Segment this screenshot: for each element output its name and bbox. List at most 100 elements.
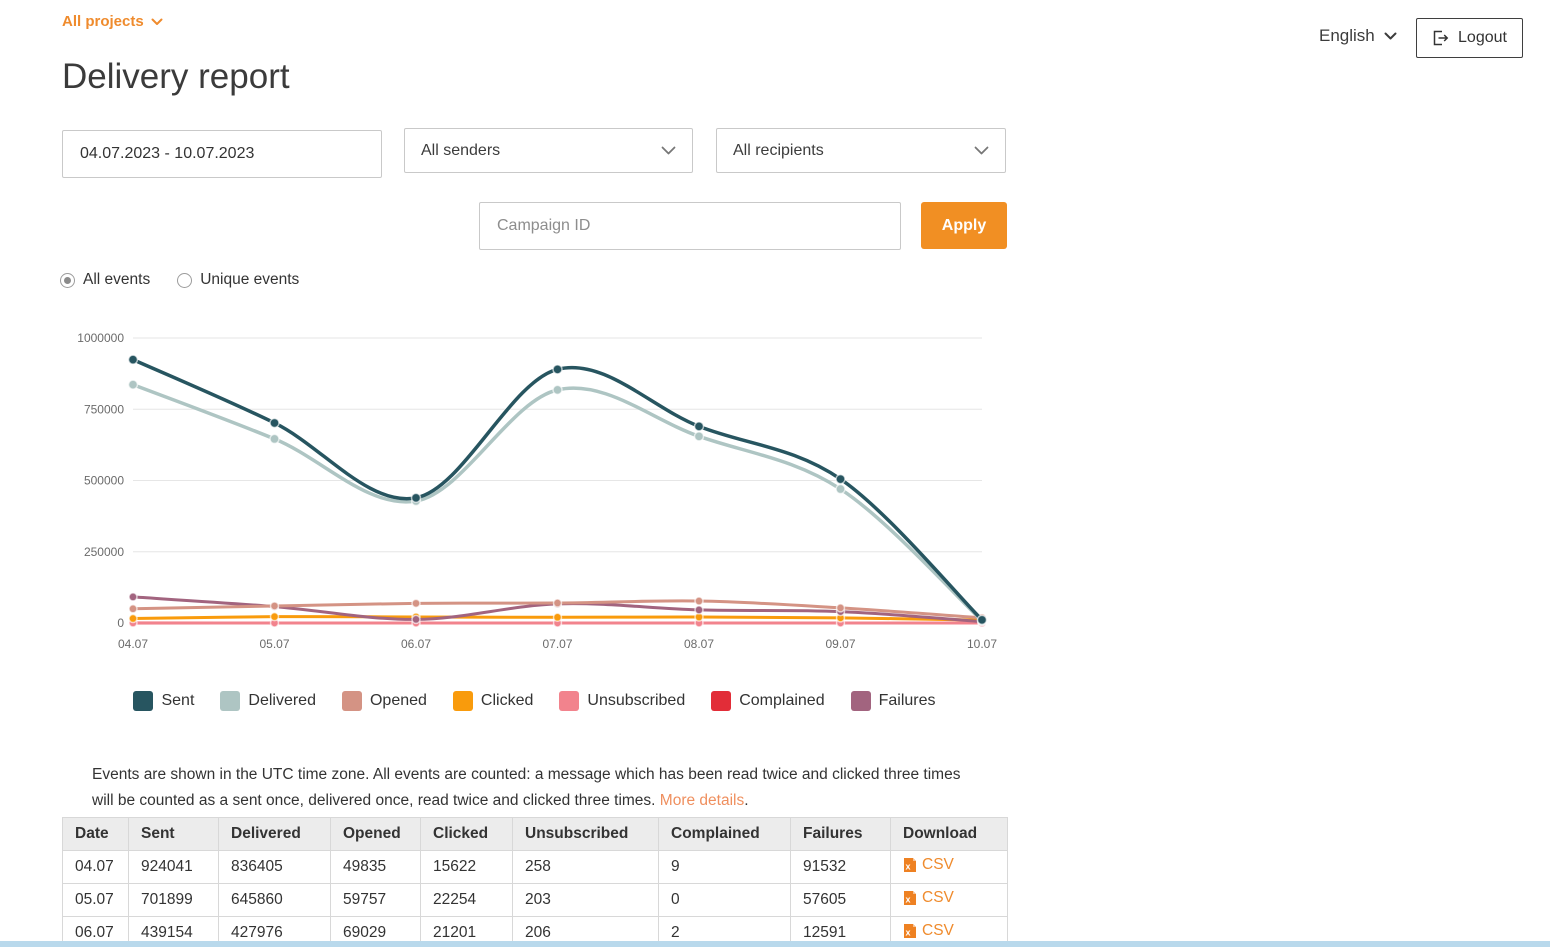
apply-button[interactable]: Apply [921,202,1007,249]
y-axis-tick-label: 0 [117,616,124,630]
chevron-down-icon [661,146,676,154]
logout-button[interactable]: Logout [1416,18,1523,58]
data-point-failures [128,592,138,602]
column-header-date: Date [62,817,129,851]
legend-item-clicked: Clicked [452,691,534,711]
legend-item-sent: Sent [133,691,194,711]
csv-download-link[interactable]: x CSV [903,922,954,940]
data-point-delivered [552,384,563,396]
campaign-id-input[interactable] [479,202,901,250]
table-cell-download: x CSV [890,850,1008,884]
legend-label: Failures [878,692,936,709]
data-point-opened [835,603,846,613]
legend-label: Delivered [248,692,316,709]
more-details-link[interactable]: More details [659,791,745,809]
csv-link-label: CSV [922,889,954,906]
csv-download-link[interactable]: x CSV [903,889,954,907]
series-line-sent [131,357,984,622]
radio-circle[interactable] [177,272,193,288]
table-row: 05.07 701899 645860 59757 22254 203 0 57605 x CSV [62,883,1008,917]
bottom-edge-strip [0,941,1550,947]
legend-label: Clicked [480,692,534,709]
report-table-head: Date Sent Delivered Opened Clicked Unsubscrib… [62,817,1008,851]
data-point-opened [128,604,138,614]
logout-icon [1433,30,1449,46]
events-note: Events are shown in the UTC time zone. A… [92,762,980,814]
column-header-complained: Complained [658,817,791,851]
senders-select[interactable]: All senders [404,128,693,173]
data-point-delivered [269,433,280,445]
data-point-clicked [552,612,563,623]
report-table: Date Sent Delivered Opened Clicked Unsubscrib… [62,817,1008,947]
legend-item-opened: Opened [341,691,427,711]
legend-label: Unsubscribed [587,692,686,709]
data-point-sent [127,354,139,365]
table-cell: 0 [658,883,791,917]
csv-download-link[interactable]: x CSV [903,856,954,874]
table-cell: 91532 [790,850,891,884]
language-label: English [1319,26,1375,45]
date-range-input[interactable] [62,130,382,178]
legend-swatch [220,691,241,711]
data-point-opened [269,601,280,611]
column-header-download: Download [890,817,1008,851]
event-type-radiogroup: All events Unique events [60,271,299,289]
column-header-opened: Opened [330,817,421,851]
column-header-sent: Sent [128,817,219,851]
data-point-sent [269,417,280,429]
column-header-delivered: Delivered [218,817,331,851]
table-cell: 924041 [128,850,219,884]
data-point-clicked [269,611,280,622]
data-point-sent [835,473,846,485]
table-cell: 258 [512,850,659,884]
table-cell: 04.07 [62,850,129,884]
data-point-delivered [693,431,705,442]
data-point-sent [552,364,563,375]
table-cell: 49835 [330,850,421,884]
csv-file-icon: x [904,924,916,938]
data-point-opened [552,598,563,608]
legend-swatch [452,691,473,711]
data-point-opened [411,598,421,609]
x-axis-tick-label: 06.07 [401,637,431,651]
radio-label: Unique events [200,271,300,288]
table-cell: 701899 [128,883,219,917]
senders-select-value: All senders [421,141,501,159]
table-row: 04.07 924041 836405 49835 15622 258 9 91532 x CSV [62,850,1008,884]
data-point-failures [694,605,704,615]
radio-circle[interactable] [60,272,75,288]
legend-item-failures: Failures [850,691,936,711]
page-title: Delivery report [62,57,290,96]
x-axis-tick-label: 07.07 [542,637,572,651]
legend-label: Sent [161,692,195,709]
data-point-clicked [128,613,138,624]
svg-text:x: x [905,895,910,905]
x-axis-tick-label: 09.07 [825,637,855,651]
delivery-chart: 0 250000 500000 750000 1000000 04.07 05.07 06.0… [62,330,1007,660]
csv-file-icon: x [904,858,916,872]
csv-link-label: CSV [922,856,954,873]
y-axis-tick-label: 500000 [84,474,124,488]
language-selector[interactable]: English [1319,26,1397,46]
line-chart-svg: 0 250000 500000 750000 1000000 04.07 05.07 06.0… [77,331,997,651]
legend-label: Complained [739,692,825,709]
table-cell: 05.07 [62,883,129,917]
logout-label: Logout [1458,29,1507,46]
data-point-sent [693,421,705,432]
legend-swatch [850,691,871,711]
column-header-clicked: Clicked [420,817,513,851]
x-axis-tick-label: 08.07 [684,637,714,651]
recipients-select[interactable]: All recipients [716,128,1006,173]
project-selector[interactable]: All projects [62,13,163,30]
table-cell: 836405 [218,850,331,884]
radio-all-events[interactable]: All events [60,271,150,289]
y-axis-tick-label: 250000 [84,545,124,559]
radio-unique-events[interactable]: Unique events [177,271,299,289]
table-cell: 203 [512,883,659,917]
legend-swatch [559,691,580,711]
csv-file-icon: x [904,891,916,905]
events-note-text: Events are shown in the UTC time zone. A… [92,765,961,809]
x-axis-tick-label: 04.07 [118,637,148,651]
series-line-delivered [131,382,984,623]
project-selector-label: All projects [62,13,144,30]
